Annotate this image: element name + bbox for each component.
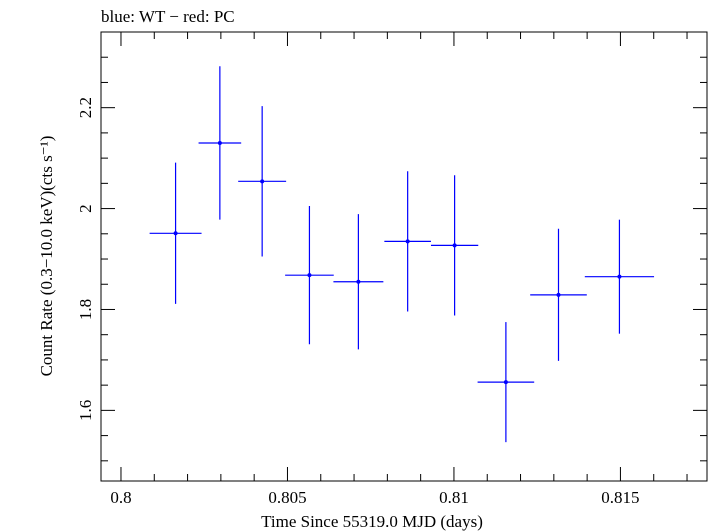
data-point (477, 322, 535, 443)
axis-ticks (101, 31, 707, 481)
data-marker (307, 273, 312, 278)
x-tick-label: 0.815 (601, 488, 639, 507)
data-point (198, 66, 242, 220)
data-marker (452, 243, 457, 248)
y-tick-label: 2 (76, 204, 95, 213)
plot-frame (100, 31, 708, 482)
data-marker (217, 140, 222, 145)
y-axis-label: Count Rate (0.3−10.0 keV)(cts s⁻¹) (37, 136, 56, 377)
data-marker (173, 231, 178, 236)
y-tick-labels: 1.6 1.8 2 2.2 (76, 97, 95, 421)
data-point (149, 162, 202, 304)
data-marker (405, 239, 410, 244)
x-tick-labels: 0.8 0.805 0.81 0.815 (110, 488, 639, 507)
x-axis-label: Time Since 55319.0 MJD (days) (261, 512, 483, 531)
x-tick-label: 0.805 (268, 488, 306, 507)
y-tick-label: 1.6 (76, 400, 95, 421)
data-point (530, 228, 587, 361)
y-tick-label: 2.2 (76, 97, 95, 118)
data-point (430, 175, 479, 316)
data-point (384, 171, 431, 312)
x-tick-label: 0.8 (110, 488, 131, 507)
data-series (149, 66, 655, 443)
data-marker (556, 292, 561, 297)
data-point (333, 214, 384, 350)
data-point (584, 219, 655, 334)
data-point (285, 206, 334, 345)
data-marker (260, 179, 265, 184)
data-marker (617, 274, 622, 279)
chart-title: blue: WT − red: PC (101, 7, 235, 26)
data-marker (503, 380, 508, 385)
x-tick-label: 0.81 (439, 488, 469, 507)
data-marker (356, 279, 361, 284)
y-tick-label: 1.8 (76, 299, 95, 320)
data-point (238, 106, 287, 257)
